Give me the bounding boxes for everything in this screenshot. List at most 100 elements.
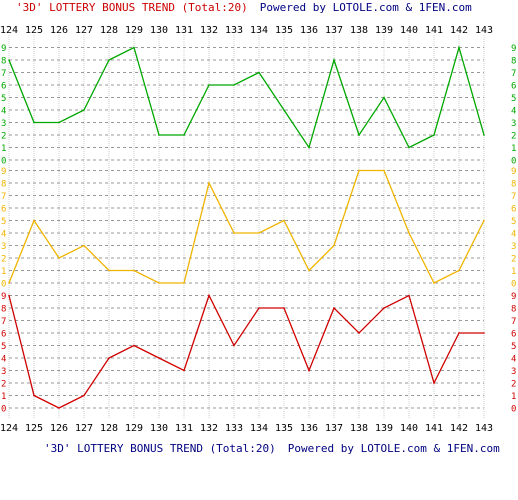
series-point-red [8, 294, 10, 297]
series-point-orange [33, 219, 35, 222]
y-tick-label-right: 1 [511, 267, 516, 277]
x-tick-label-bottom: 136 [300, 423, 318, 434]
y-tick-label-left: 1 [1, 392, 6, 402]
x-tick-label-bottom: 127 [75, 423, 93, 434]
series-point-green [233, 84, 235, 86]
y-tick-label-left: 9 [1, 167, 6, 177]
x-tick-label-top: 141 [425, 25, 443, 36]
series-point-orange [183, 282, 185, 284]
plot-area: 0 01 12 23 34 45 56 67 78 89 90 01 12 23 34 45 56 67 78 89 9… [0, 25, 516, 434]
y-tick-label-right: 7 [511, 317, 516, 327]
series-point-red [183, 369, 185, 372]
x-tick-label-top: 139 [375, 25, 393, 36]
powered-bottom-text: Powered by LOTOLE.com & 1FEN.com [288, 442, 500, 455]
chart-title-bottom: '3D' LOTTERY BONUS TREND (Total:20) Power… [44, 442, 500, 455]
series-point-orange [283, 219, 285, 222]
series-point-red [408, 294, 410, 297]
series-point-red [283, 307, 285, 309]
y-tick-label-right: 1 [511, 392, 516, 402]
series-point-orange [83, 244, 85, 247]
series-point-green [108, 59, 110, 61]
x-tick-label-top: 130 [150, 25, 168, 36]
series-point-green [283, 109, 285, 111]
series-point-red [433, 382, 435, 384]
y-tick-label-left: 8 [1, 57, 6, 67]
y-tick-label-right: 8 [511, 180, 516, 190]
y-tick-label-right: 3 [511, 367, 516, 377]
x-tick-label-bottom: 129 [125, 423, 143, 434]
y-tick-label-left: 5 [1, 342, 6, 352]
x-tick-label-bottom: 143 [475, 423, 493, 434]
y-tick-label-right: 2 [511, 255, 516, 265]
title-top-text: '3D' LOTTERY BONUS TREND (Total:20) [16, 1, 248, 14]
series-point-orange [208, 182, 210, 184]
y-tick-label-left: 5 [1, 217, 6, 227]
y-tick-label-right: 5 [511, 94, 516, 104]
series-point-orange [158, 282, 160, 284]
series-point-green [483, 134, 485, 136]
x-tick-label-top: 128 [100, 25, 118, 36]
series-point-red [458, 332, 460, 334]
series-point-orange [8, 282, 10, 284]
series-point-red [383, 307, 385, 309]
y-tick-label-left: 6 [1, 82, 6, 92]
y-tick-label-left: 2 [1, 132, 6, 142]
series-point-orange [133, 269, 135, 272]
series-point-green [433, 134, 435, 136]
powered-top-text: Powered by LOTOLE.com & 1FEN.com [260, 1, 472, 14]
x-tick-label-top: 134 [250, 25, 268, 36]
series-point-green [33, 121, 35, 124]
y-tick-label-left: 7 [1, 317, 6, 327]
x-tick-label-bottom: 142 [450, 423, 468, 434]
y-tick-label-right: 0 [511, 280, 516, 290]
x-tick-label-top: 124 [0, 25, 18, 36]
y-tick-label-right: 6 [511, 205, 516, 215]
x-tick-label-bottom: 125 [25, 423, 43, 434]
x-tick-label-top: 125 [25, 25, 43, 36]
x-tick-label-top: 127 [75, 25, 93, 36]
series-point-red [83, 394, 85, 397]
series-point-green [8, 59, 10, 61]
x-tick-label-bottom: 134 [250, 423, 268, 434]
series-point-red [133, 344, 135, 347]
y-tick-label-right: 4 [511, 230, 516, 240]
y-tick-label-right: 3 [511, 119, 516, 129]
y-tick-label-right: 2 [511, 380, 516, 390]
y-tick-label-right: 3 [511, 242, 516, 252]
series-point-green [208, 84, 210, 86]
y-tick-label-left: 3 [1, 119, 6, 129]
y-tick-label-left: 5 [1, 94, 6, 104]
y-tick-label-right: 9 [511, 44, 516, 54]
y-tick-label-left: 4 [1, 107, 6, 117]
series-point-orange [358, 169, 360, 172]
y-tick-label-right: 7 [511, 69, 516, 79]
y-tick-label-right: 4 [511, 355, 516, 365]
y-tick-label-right: 6 [511, 330, 516, 340]
x-tick-label-top: 140 [400, 25, 418, 36]
x-tick-label-bottom: 140 [400, 423, 418, 434]
series-point-red [233, 344, 235, 347]
series-point-red [58, 407, 60, 409]
x-tick-label-top: 133 [225, 25, 243, 36]
y-tick-label-left: 9 [1, 44, 6, 54]
y-tick-label-left: 4 [1, 355, 6, 365]
series-point-orange [458, 269, 460, 272]
y-tick-label-left: 1 [1, 267, 6, 277]
series-point-orange [483, 219, 485, 222]
title-bottom-text: '3D' LOTTERY BONUS TREND (Total:20) [44, 442, 276, 455]
y-tick-label-left: 7 [1, 192, 6, 202]
series-point-orange [333, 244, 335, 247]
series-point-green [183, 134, 185, 136]
y-tick-label-left: 0 [1, 157, 6, 167]
y-tick-label-left: 4 [1, 230, 6, 240]
y-tick-label-left: 6 [1, 205, 6, 215]
series-point-orange [233, 232, 235, 234]
series-point-red [208, 294, 210, 297]
x-tick-label-top: 129 [125, 25, 143, 36]
x-tick-label-bottom: 128 [100, 423, 118, 434]
series-point-red [308, 369, 310, 372]
series-point-green [383, 96, 385, 99]
series-line-red [8, 293, 484, 409]
series-point-green [83, 109, 85, 111]
x-tick-label-bottom: 126 [50, 423, 68, 434]
